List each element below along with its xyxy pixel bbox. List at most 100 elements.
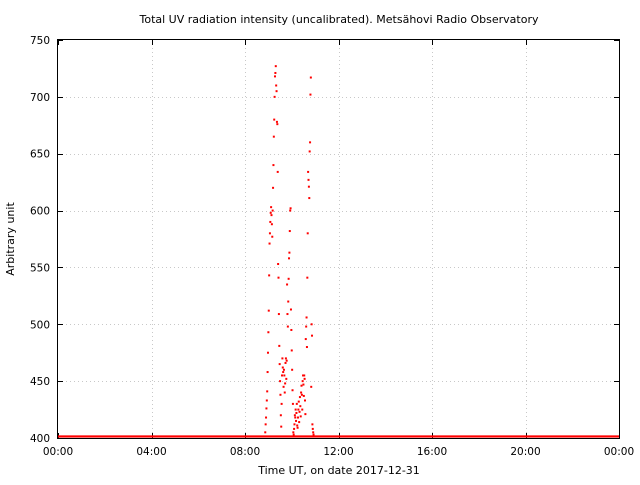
data-point	[282, 385, 285, 388]
data-point	[281, 374, 284, 377]
data-point	[288, 251, 291, 254]
data-point	[289, 207, 292, 210]
data-point	[281, 357, 284, 360]
data-point	[273, 75, 276, 78]
y-tick-label: 650	[30, 149, 50, 161]
y-axis-label: Arbitrary unit	[4, 202, 17, 276]
data-point	[273, 118, 276, 121]
data-point	[286, 313, 289, 316]
data-point	[310, 385, 313, 388]
data-point	[287, 300, 290, 303]
data-point	[275, 90, 278, 93]
x-tick-label: 16:00	[417, 446, 447, 458]
data-point	[301, 408, 304, 411]
axis-ticks	[58, 40, 620, 439]
data-point	[306, 276, 309, 279]
data-point	[274, 71, 277, 74]
y-tick-label: 500	[30, 319, 50, 331]
data-point	[268, 274, 271, 277]
data-point	[265, 399, 268, 402]
y-tick-label: 600	[30, 206, 50, 218]
data-point	[296, 426, 299, 429]
data-point	[305, 346, 308, 349]
data-point	[309, 141, 312, 144]
data-point	[288, 257, 291, 260]
data-point	[271, 209, 274, 212]
data-point	[295, 402, 298, 405]
data-point	[303, 374, 306, 377]
x-tick-label: 20:00	[510, 446, 540, 458]
data-point	[265, 416, 268, 419]
data-point	[264, 431, 267, 434]
data-point	[293, 427, 296, 430]
data-point	[267, 331, 270, 334]
data-point	[284, 357, 287, 360]
data-point	[270, 206, 273, 209]
data-point	[269, 220, 272, 223]
data-point	[286, 325, 289, 328]
data-point	[291, 402, 294, 405]
data-point	[304, 413, 307, 416]
data-point	[284, 382, 287, 385]
data-point	[282, 368, 285, 371]
data-point	[281, 366, 284, 369]
data-point	[279, 380, 282, 383]
data-point	[279, 414, 282, 417]
data-point	[298, 421, 301, 424]
data-point	[282, 371, 285, 374]
data-point	[293, 423, 296, 426]
data-point	[291, 368, 294, 371]
data-point	[280, 402, 283, 405]
data-point	[307, 170, 310, 173]
data-point	[311, 427, 314, 430]
data-point	[303, 399, 306, 402]
x-tick-label: 04:00	[136, 446, 166, 458]
data-point	[274, 65, 277, 68]
data-point	[268, 232, 271, 235]
data-point	[265, 407, 268, 410]
data-point	[292, 433, 295, 436]
data-point	[284, 361, 287, 364]
data-point	[278, 344, 281, 347]
data-point	[268, 242, 271, 245]
data-point	[293, 414, 296, 417]
data-point	[300, 391, 303, 394]
data-point	[286, 283, 289, 286]
data-point	[289, 308, 292, 311]
data-point	[304, 338, 307, 341]
x-tick-label: 08:00	[230, 446, 260, 458]
baseline-points	[58, 435, 619, 438]
data-point	[285, 377, 288, 380]
data-point	[309, 93, 312, 96]
data-point	[276, 170, 279, 173]
data-point	[309, 76, 312, 79]
data-point	[301, 380, 304, 383]
chart-title: Total UV radiation intensity (uncalibrat…	[139, 13, 539, 26]
data-point	[297, 408, 300, 411]
data-point	[272, 135, 275, 138]
data-point	[292, 431, 295, 434]
data-point	[277, 263, 280, 266]
data-point	[283, 374, 286, 377]
data-point	[303, 377, 306, 380]
data-point	[283, 391, 286, 394]
data-point	[296, 424, 299, 427]
data-point	[297, 400, 300, 403]
data-point	[279, 393, 282, 396]
data-point	[278, 363, 281, 366]
data-point	[295, 419, 298, 422]
y-tick-label: 450	[30, 376, 50, 388]
data-point	[302, 383, 305, 386]
data-point	[289, 209, 292, 212]
y-tick-label: 550	[30, 262, 50, 274]
data-point	[294, 416, 297, 419]
data-point	[298, 396, 301, 399]
data-point	[299, 415, 302, 418]
data-point	[275, 120, 278, 123]
data-point	[270, 214, 273, 217]
data-point	[290, 328, 293, 331]
data-point	[275, 84, 278, 87]
data-point	[271, 235, 274, 238]
data-point	[306, 232, 309, 235]
